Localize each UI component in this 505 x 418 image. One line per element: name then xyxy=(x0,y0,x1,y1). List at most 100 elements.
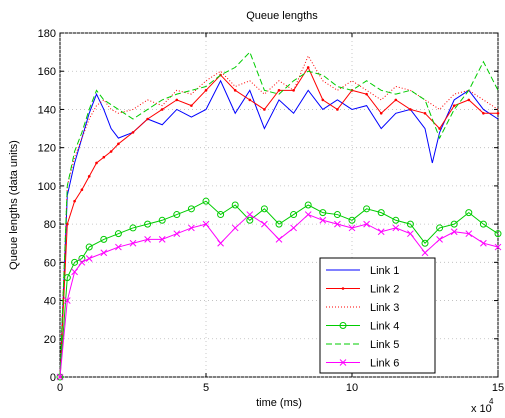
series-line-4 xyxy=(59,200,499,378)
data-point xyxy=(450,228,458,236)
data-point xyxy=(363,205,371,213)
x-axis-label: time (ms) xyxy=(256,397,302,409)
data-point xyxy=(319,209,327,217)
series-1 xyxy=(59,79,499,378)
data-point xyxy=(204,89,208,92)
data-point xyxy=(467,98,471,102)
y-axis-label: Queue lengths (data units) xyxy=(8,140,20,270)
data-point xyxy=(394,98,398,102)
data-point-stroke-b xyxy=(436,236,443,243)
legend-label-3: Link 3 xyxy=(370,302,399,314)
grid-lines xyxy=(59,32,499,378)
legend-marker-2 xyxy=(341,287,345,290)
data-point xyxy=(80,188,84,192)
data-point xyxy=(421,249,429,257)
series-5 xyxy=(59,51,499,378)
series-group xyxy=(56,51,502,381)
data-point xyxy=(319,216,327,224)
data-point xyxy=(409,108,412,111)
data-point-stroke-b xyxy=(261,220,268,228)
data-point xyxy=(465,230,473,238)
data-point-stroke-b xyxy=(202,220,210,228)
data-point xyxy=(217,211,225,219)
y-tick-label: 120 xyxy=(38,143,56,155)
legend-label-6: Link 6 xyxy=(370,358,399,370)
x-multiplier-exponent: 4 xyxy=(489,397,494,406)
data-point-stroke-b xyxy=(115,243,122,251)
data-point-stroke-b xyxy=(275,236,283,243)
data-point xyxy=(146,117,149,121)
data-point-stroke-b xyxy=(480,239,487,247)
data-point xyxy=(217,239,224,247)
data-point-stroke-b xyxy=(173,230,181,238)
data-point xyxy=(333,211,341,219)
data-point xyxy=(392,216,400,224)
data-point xyxy=(231,224,239,232)
data-point xyxy=(494,230,502,238)
data-point xyxy=(78,258,86,266)
data-point xyxy=(436,224,444,232)
data-point xyxy=(71,268,78,276)
x-tick-label: 5 xyxy=(203,382,209,394)
data-point xyxy=(452,104,456,107)
data-point-stroke-b xyxy=(85,255,93,262)
data-point xyxy=(363,220,370,228)
data-point-stroke-b xyxy=(407,230,414,238)
data-point xyxy=(436,236,443,243)
data-point xyxy=(379,111,383,115)
data-point xyxy=(117,142,120,146)
data-point xyxy=(246,211,254,218)
data-point-stroke-b xyxy=(217,239,224,247)
data-point xyxy=(175,98,179,102)
data-point xyxy=(263,108,266,111)
y-tick-label: 180 xyxy=(38,28,56,40)
legend-marker-6 xyxy=(339,359,347,366)
data-point xyxy=(304,211,312,218)
data-point-stroke-b xyxy=(63,297,71,304)
data-point xyxy=(246,216,254,224)
data-point xyxy=(144,236,151,243)
data-point xyxy=(479,220,487,228)
data-point-stroke-b xyxy=(188,224,195,232)
data-point xyxy=(480,239,487,247)
data-point xyxy=(348,224,356,232)
data-point xyxy=(450,220,458,228)
data-point-stroke-b xyxy=(465,230,473,238)
y-tick-label: 160 xyxy=(38,66,56,78)
data-point xyxy=(87,175,91,178)
legend-marker-6-stroke-b xyxy=(339,359,347,366)
data-point-stroke-b xyxy=(246,211,254,218)
data-point xyxy=(144,220,152,228)
data-point-stroke-b xyxy=(144,236,151,243)
x-tick-label: 10 xyxy=(346,382,358,394)
data-point xyxy=(190,104,193,107)
data-point xyxy=(100,235,108,243)
data-point xyxy=(202,220,210,228)
data-point-stroke-b xyxy=(231,224,239,232)
data-point xyxy=(233,89,237,92)
y-tick-label: 80 xyxy=(44,219,56,231)
x-tick-label: 0 xyxy=(57,382,63,394)
data-point xyxy=(71,258,79,266)
legend-label-1: Link 1 xyxy=(370,265,399,277)
data-point xyxy=(377,209,385,217)
y-tick-label: 100 xyxy=(38,181,56,193)
series-line-1 xyxy=(59,79,499,378)
data-point xyxy=(496,111,500,115)
data-point xyxy=(102,155,106,159)
data-point xyxy=(365,92,368,96)
data-point xyxy=(438,127,441,130)
legend-box xyxy=(319,257,436,374)
data-point xyxy=(465,209,473,217)
series-line-3 xyxy=(59,54,499,378)
data-point xyxy=(275,220,283,228)
data-point xyxy=(114,230,122,238)
legend-label-2: Link 2 xyxy=(370,284,399,296)
data-point xyxy=(334,220,341,228)
data-point xyxy=(85,255,93,262)
data-point-stroke-b xyxy=(450,228,458,236)
x-multiplier-label: x 10 xyxy=(471,403,492,415)
data-point xyxy=(260,205,268,213)
data-point xyxy=(158,216,166,224)
